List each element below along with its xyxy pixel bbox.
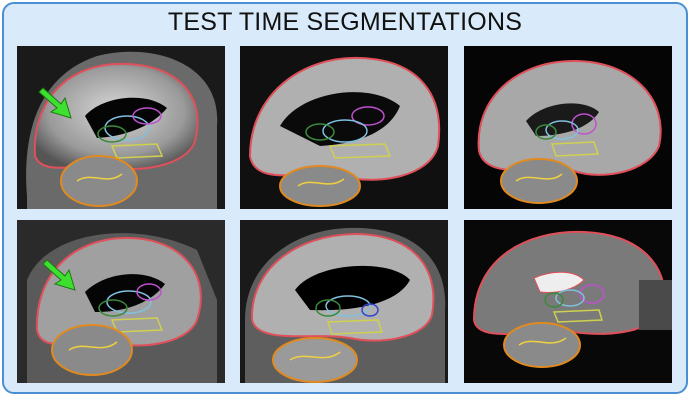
mri-slice-image [17, 46, 225, 209]
mri-slice-image [464, 220, 672, 383]
mri-slice-image [17, 220, 225, 383]
green-arrow [42, 259, 76, 291]
mri-slice-image [240, 220, 448, 383]
mri-panel-r2-c1 [17, 220, 225, 383]
mri-panel-r2-c3 [464, 220, 672, 383]
mri-panel-r2-c2 [240, 220, 448, 383]
mri-panel-r1-c1 [17, 46, 225, 209]
green-arrow [38, 87, 72, 119]
mri-panel-r1-c2 [240, 46, 448, 209]
figure-title: TEST TIME SEGMENTATIONS [167, 8, 523, 36]
mri-slice-image [464, 46, 672, 209]
mri-slice-image [240, 46, 448, 209]
mri-panel-r1-c3 [464, 46, 672, 209]
